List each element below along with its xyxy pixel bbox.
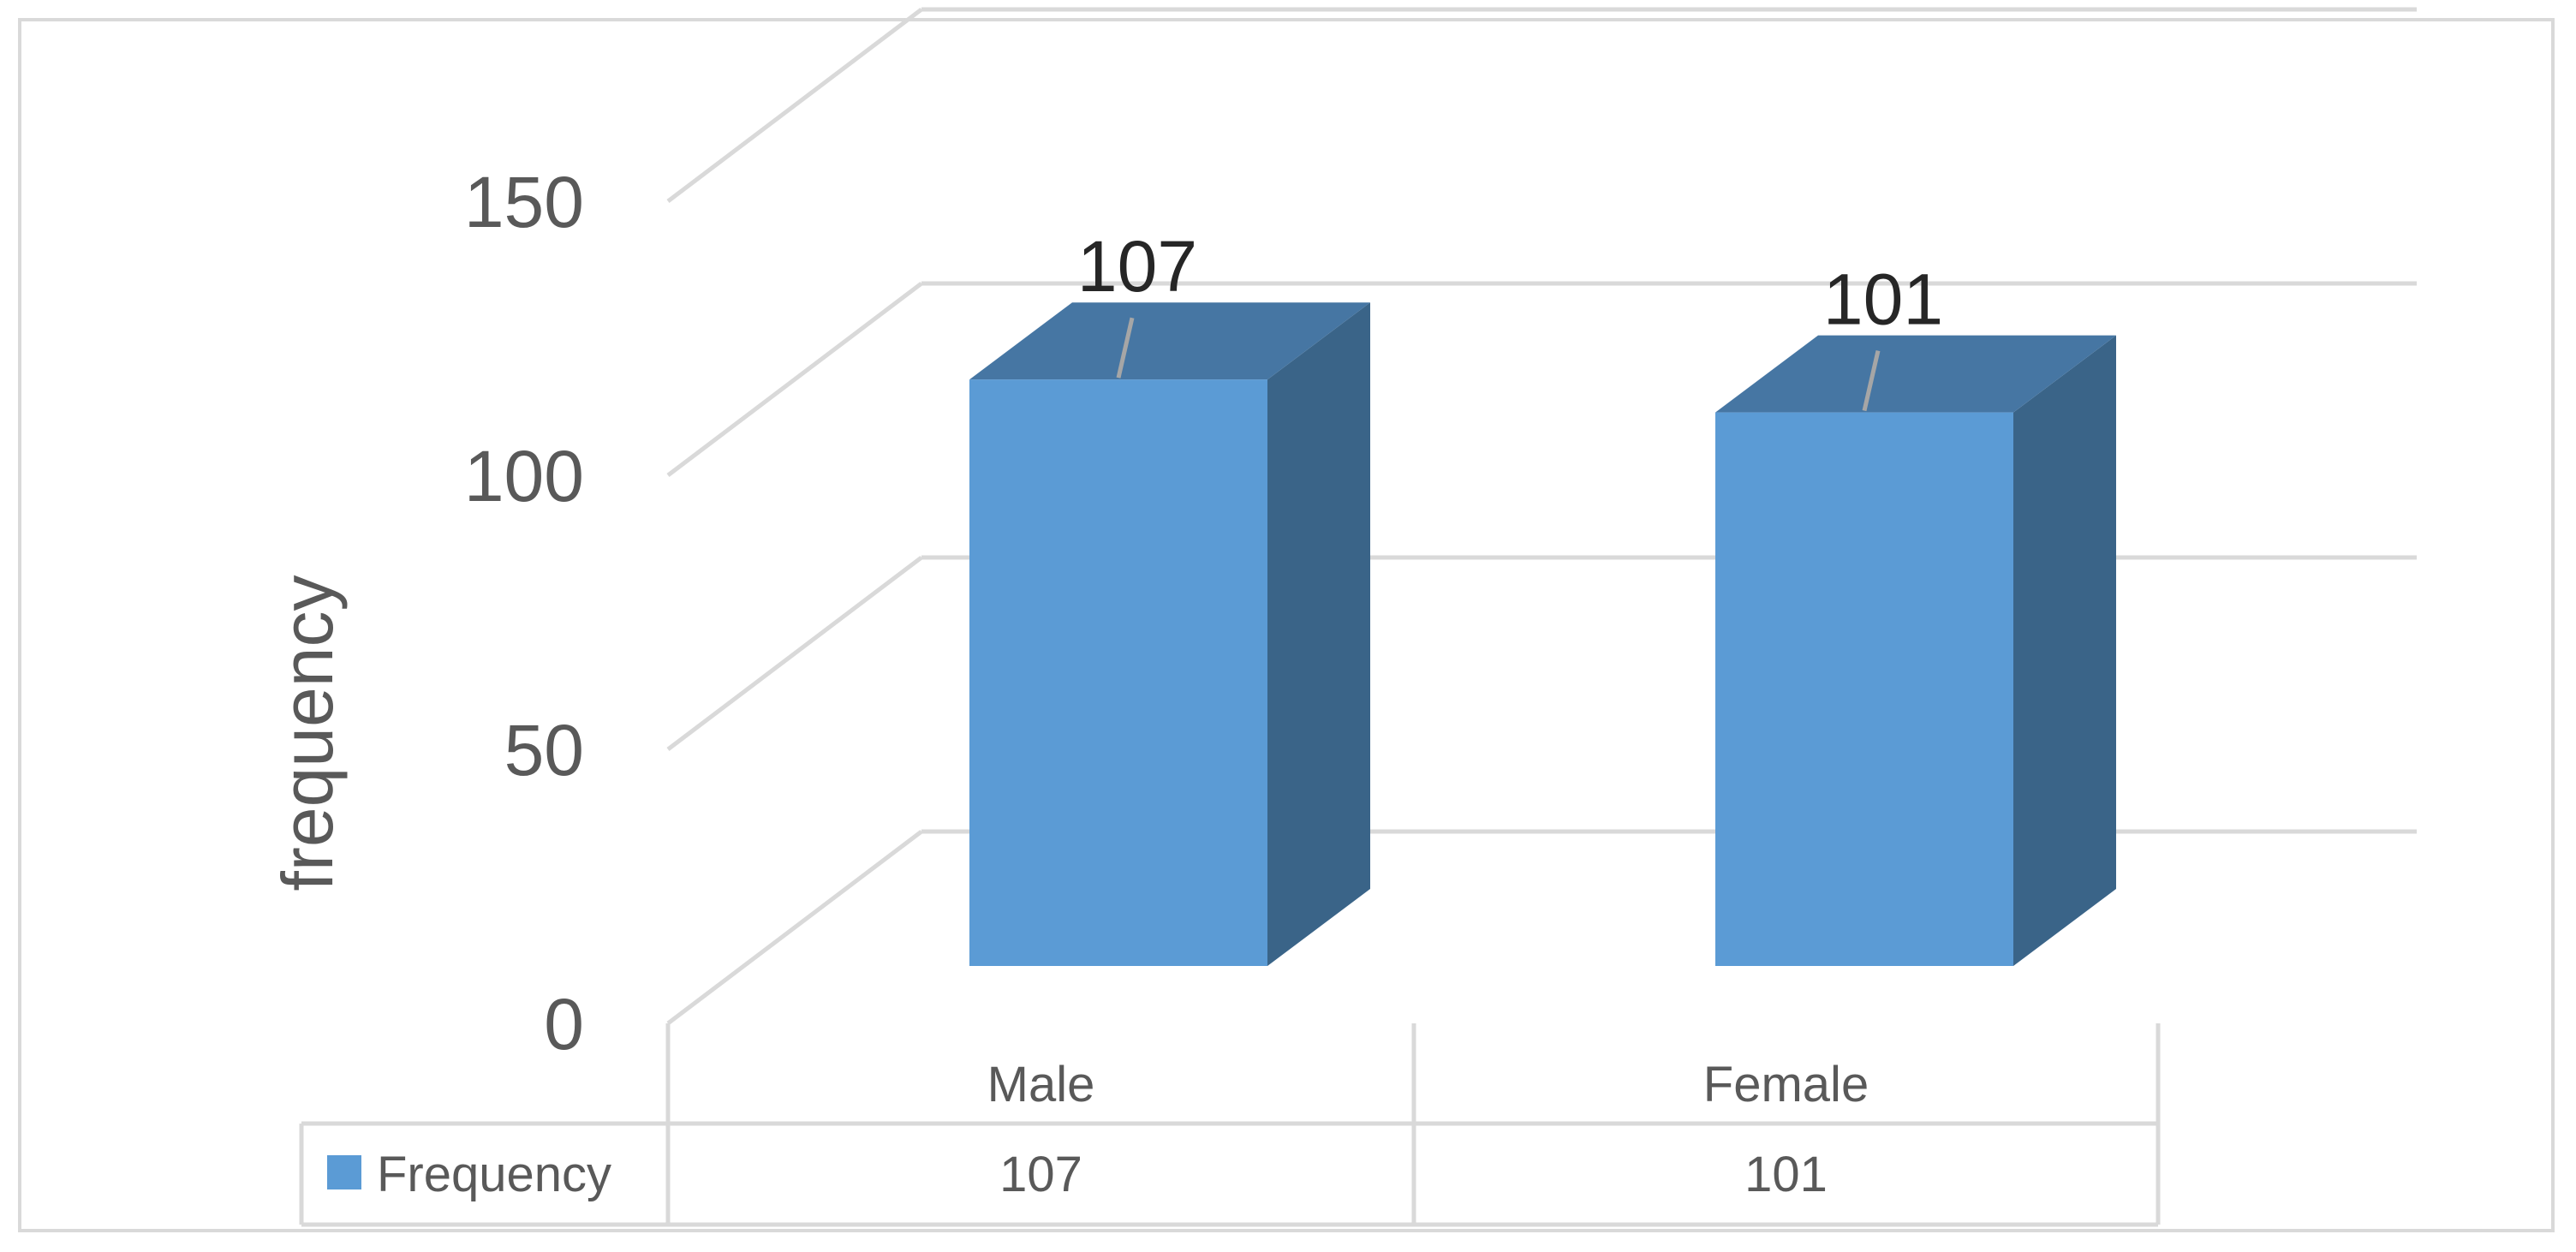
y-tick-label: 50 [504, 710, 584, 790]
data-label-leader-female [1862, 350, 1881, 412]
y-axis-ticks: 0 50 100 150 [464, 162, 584, 1064]
data-label-female: 101 [1823, 259, 1943, 340]
bar-side-male [1267, 302, 1370, 966]
gridline-side-100 [666, 282, 923, 477]
y-tick-label: 100 [464, 436, 584, 516]
bar-top-male [969, 302, 1370, 380]
bar-top-female [1715, 335, 2116, 413]
gridline-side-150 [666, 8, 923, 203]
table-cell-value: 101 [1744, 1147, 1828, 1202]
legend-label: Frequency [377, 1147, 611, 1202]
y-axis-title: frequency [267, 575, 348, 891]
data-label-leader-male [1116, 317, 1135, 379]
gridline-side-50 [666, 556, 923, 751]
bars [969, 302, 2116, 967]
gridlines [666, 7, 2417, 1025]
x-category-label: Male [987, 1057, 1095, 1112]
y-tick-label: 150 [464, 162, 584, 242]
table-cell-value: 107 [999, 1147, 1082, 1202]
bar-female [1715, 412, 2013, 967]
bar-male [969, 379, 1267, 966]
data-table: Male 107 Female 101 Frequency [299, 1023, 2161, 1227]
x-category-label: Female [1703, 1057, 1869, 1112]
y-tick-label: 0 [544, 984, 584, 1064]
bar-side-female [2013, 335, 2116, 967]
data-label-male: 107 [1077, 226, 1197, 307]
legend-swatch [327, 1155, 361, 1189]
data-labels: 107 101 [1077, 226, 1943, 412]
gridline-side-0 [666, 830, 923, 1025]
